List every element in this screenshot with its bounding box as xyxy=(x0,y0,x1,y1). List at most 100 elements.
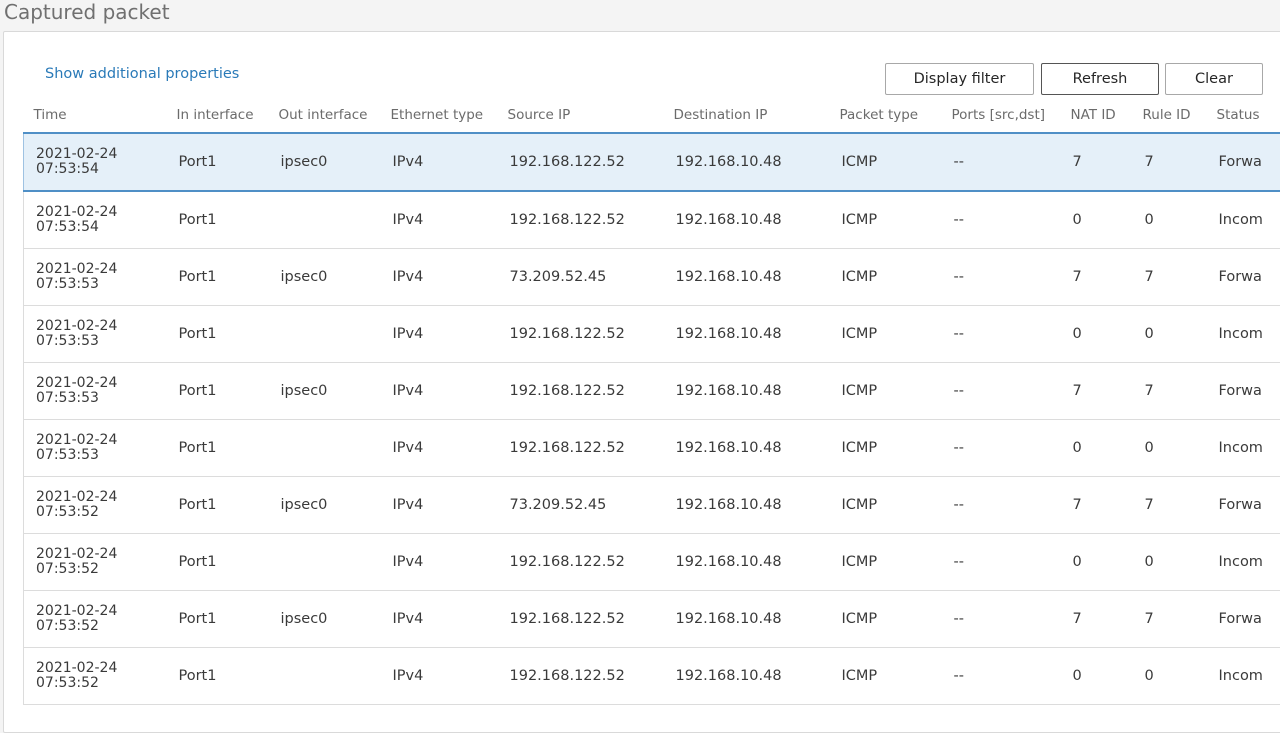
in-interface-cell: Port1 xyxy=(167,249,269,306)
destination-ip-cell: 192.168.10.48 xyxy=(664,306,830,363)
time-date: 2021-02-24 xyxy=(36,489,117,505)
packet-type-cell: ICMP xyxy=(830,648,942,705)
ports-cell: -- xyxy=(942,306,1061,363)
out-interface-cell xyxy=(269,306,381,363)
rule-id-cell: 7 xyxy=(1133,133,1207,191)
status-cell: Incom xyxy=(1207,534,1280,591)
packet-type-cell: ICMP xyxy=(830,477,942,534)
status-cell: Forwa xyxy=(1207,249,1280,306)
in-interface-cell: Port1 xyxy=(167,133,269,191)
nat-id-cell: 0 xyxy=(1061,191,1133,249)
column-header-ports[interactable]: Ports [src,dst] xyxy=(942,98,1061,133)
ports-cell: -- xyxy=(942,591,1061,648)
display-filter-button[interactable]: Display filter xyxy=(885,63,1034,95)
source-ip-cell: 192.168.122.52 xyxy=(498,363,664,420)
time-clock: 07:53:53 xyxy=(36,276,99,292)
in-interface-cell: Port1 xyxy=(167,191,269,249)
in-interface-cell: Port1 xyxy=(167,420,269,477)
source-ip-cell: 192.168.122.52 xyxy=(498,591,664,648)
nat-id-cell: 7 xyxy=(1061,133,1133,191)
out-interface-cell: ipsec0 xyxy=(269,363,381,420)
column-header-nat-id[interactable]: NAT ID xyxy=(1061,98,1133,133)
destination-ip-cell: 192.168.10.48 xyxy=(664,648,830,705)
status-cell: Incom xyxy=(1207,191,1280,249)
ports-cell: -- xyxy=(942,191,1061,249)
destination-ip-cell: 192.168.10.48 xyxy=(664,477,830,534)
time-clock: 07:53:52 xyxy=(36,675,99,691)
column-header-packet-type[interactable]: Packet type xyxy=(830,98,942,133)
time-date: 2021-02-24 xyxy=(36,261,117,277)
ports-cell: -- xyxy=(942,477,1061,534)
out-interface-cell: ipsec0 xyxy=(269,591,381,648)
column-header-rule-id[interactable]: Rule ID xyxy=(1133,98,1207,133)
nat-id-cell: 7 xyxy=(1061,477,1133,534)
time-date: 2021-02-24 xyxy=(36,375,117,391)
column-header-destination-ip[interactable]: Destination IP xyxy=(664,98,830,133)
packet-type-cell: ICMP xyxy=(830,191,942,249)
status-cell: Forwa xyxy=(1207,133,1280,191)
ethernet-type-cell: IPv4 xyxy=(381,591,498,648)
ports-cell: -- xyxy=(942,534,1061,591)
source-ip-cell: 73.209.52.45 xyxy=(498,249,664,306)
rule-id-cell: 0 xyxy=(1133,534,1207,591)
rule-id-cell: 7 xyxy=(1133,249,1207,306)
ports-cell: -- xyxy=(942,648,1061,705)
packet-type-cell: ICMP xyxy=(830,591,942,648)
ethernet-type-cell: IPv4 xyxy=(381,477,498,534)
column-header-out-interface[interactable]: Out interface xyxy=(269,98,381,133)
show-additional-properties-link[interactable]: Show additional properties xyxy=(45,66,239,82)
status-cell: Forwa xyxy=(1207,477,1280,534)
ports-cell: -- xyxy=(942,420,1061,477)
status-cell: Forwa xyxy=(1207,363,1280,420)
ethernet-type-cell: IPv4 xyxy=(381,534,498,591)
rule-id-cell: 0 xyxy=(1133,191,1207,249)
column-header-source-ip[interactable]: Source IP xyxy=(498,98,664,133)
time-date: 2021-02-24 xyxy=(36,204,117,220)
time-clock: 07:53:52 xyxy=(36,561,99,577)
destination-ip-cell: 192.168.10.48 xyxy=(664,363,830,420)
clear-button[interactable]: Clear xyxy=(1165,63,1263,95)
source-ip-cell: 192.168.122.52 xyxy=(498,191,664,249)
out-interface-cell xyxy=(269,648,381,705)
ethernet-type-cell: IPv4 xyxy=(381,133,498,191)
ethernet-type-cell: IPv4 xyxy=(381,648,498,705)
time-clock: 07:53:53 xyxy=(36,333,99,349)
column-header-status[interactable]: Status xyxy=(1207,98,1280,133)
nat-id-cell: 0 xyxy=(1061,306,1133,363)
time-clock: 07:53:52 xyxy=(36,618,99,634)
nat-id-cell: 7 xyxy=(1061,591,1133,648)
destination-ip-cell: 192.168.10.48 xyxy=(664,133,830,191)
column-header-ethernet-type[interactable]: Ethernet type xyxy=(381,98,498,133)
ports-cell: -- xyxy=(942,249,1061,306)
column-header-time[interactable]: Time xyxy=(24,98,167,133)
time-clock: 07:53:54 xyxy=(36,161,99,177)
column-header-in-interface[interactable]: In interface xyxy=(167,98,269,133)
ethernet-type-cell: IPv4 xyxy=(381,249,498,306)
destination-ip-cell: 192.168.10.48 xyxy=(664,420,830,477)
source-ip-cell: 192.168.122.52 xyxy=(498,133,664,191)
out-interface-cell xyxy=(269,534,381,591)
in-interface-cell: Port1 xyxy=(167,648,269,705)
destination-ip-cell: 192.168.10.48 xyxy=(664,249,830,306)
packet-type-cell: ICMP xyxy=(830,420,942,477)
rule-id-cell: 0 xyxy=(1133,648,1207,705)
refresh-button[interactable]: Refresh xyxy=(1041,63,1159,95)
